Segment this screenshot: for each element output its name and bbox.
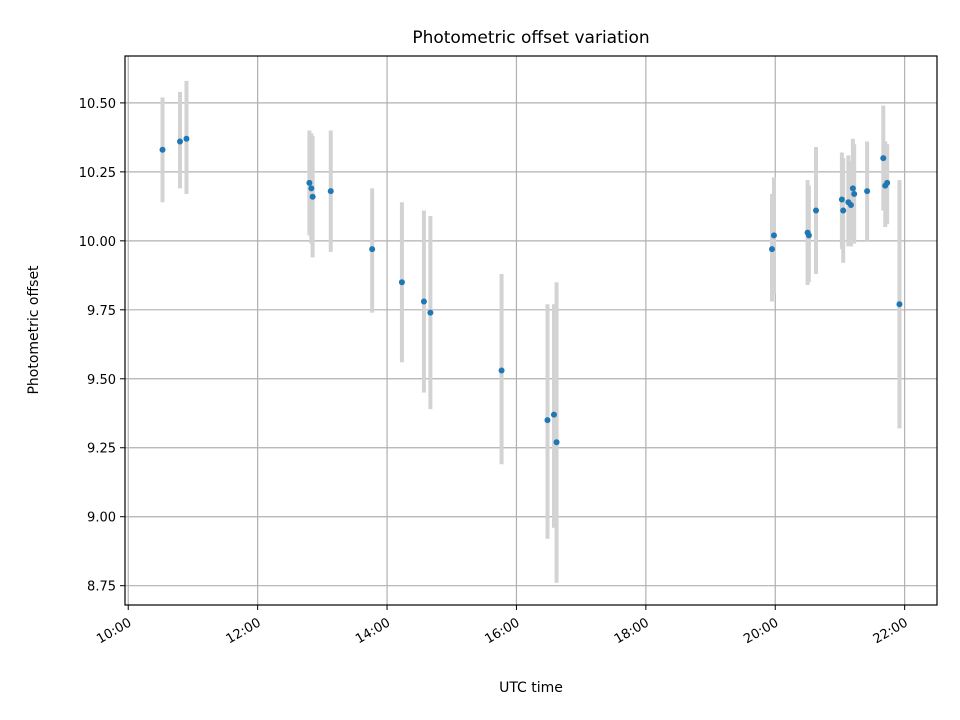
data-point — [840, 207, 847, 214]
y-tick-label: 10.00 — [79, 235, 116, 250]
data-point — [544, 417, 551, 424]
data-point — [896, 301, 903, 308]
y-tick-label: 10.25 — [79, 166, 116, 181]
chart-title: Photometric offset variation — [412, 28, 649, 48]
data-point — [306, 179, 313, 186]
data-point — [420, 298, 427, 305]
x-tick-label: 16:00 — [482, 615, 522, 647]
data-point — [838, 196, 845, 203]
data-point — [369, 246, 376, 253]
data-point — [813, 207, 820, 214]
data-point — [398, 279, 405, 286]
data-point — [851, 190, 858, 197]
y-axis-label: Photometric offset — [26, 265, 42, 395]
tick-layer: 10:00 12:00 14:00 16:00 18:00 20:00 22:00 8.75 9… — [79, 97, 911, 647]
x-tick-label: 20:00 — [741, 615, 781, 647]
x-tick-label: 22:00 — [871, 615, 911, 647]
x-axis-label: UTC time — [499, 680, 563, 696]
data-point — [176, 138, 183, 145]
y-tick-label: 9.00 — [87, 511, 116, 526]
x-tick-label: 18:00 — [612, 615, 652, 647]
data-point — [847, 201, 854, 208]
data-point — [553, 439, 560, 446]
data-point — [159, 146, 166, 153]
data-point — [884, 179, 891, 186]
data-point — [327, 188, 334, 195]
data-point — [864, 188, 871, 195]
data-point — [427, 309, 434, 316]
grid-layer — [125, 56, 937, 605]
data-point — [805, 232, 812, 239]
y-tick-label: 8.75 — [87, 580, 116, 595]
data-point — [769, 246, 776, 253]
plot-frame — [124, 55, 938, 606]
data-point — [550, 411, 557, 418]
data-point — [308, 185, 315, 192]
x-tick-label: 14:00 — [353, 615, 393, 647]
y-tick-label: 10.50 — [79, 97, 116, 112]
y-tick-label: 9.75 — [87, 304, 116, 319]
x-tick-label: 12:00 — [224, 615, 264, 647]
y-tick-label: 9.50 — [87, 373, 116, 388]
point-layer — [159, 135, 903, 446]
data-point — [498, 367, 505, 374]
data-point — [183, 135, 190, 142]
errorbar-layer — [160, 80, 902, 583]
data-point — [770, 232, 777, 239]
data-point — [309, 193, 316, 200]
y-tick-label: 9.25 — [87, 442, 116, 457]
data-point — [880, 155, 887, 162]
data-point — [849, 185, 856, 192]
x-tick-label: 10:00 — [94, 615, 134, 647]
